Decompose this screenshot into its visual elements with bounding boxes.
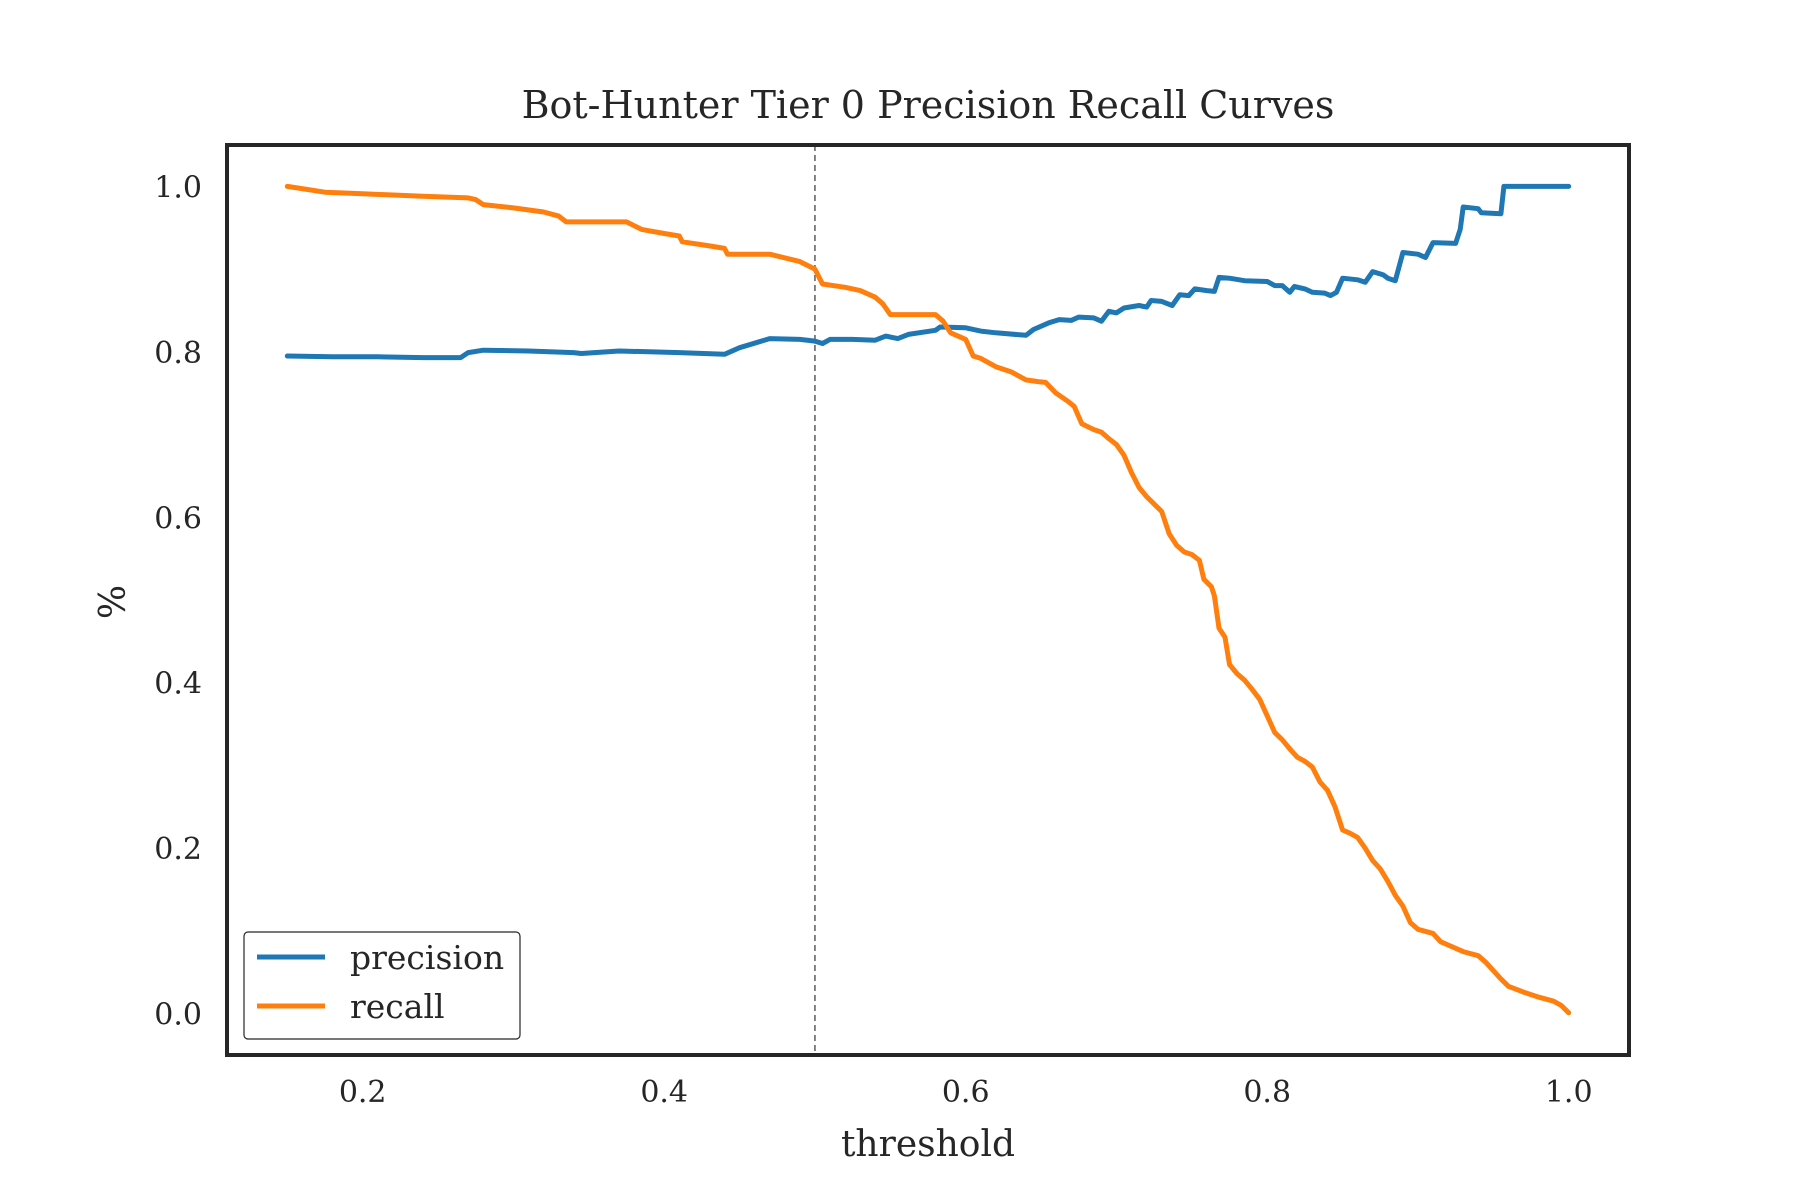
- x-axis-ticks: 0.2 0.4 0.6 0.8 1.0: [339, 1075, 1593, 1110]
- plot-area: [284, 145, 1572, 1055]
- x-tick-label: 0.6: [942, 1075, 990, 1110]
- legend: precision recall: [243, 931, 521, 1040]
- x-tick-label: 0.4: [640, 1075, 688, 1110]
- x-axis-label: threshold: [841, 1124, 1015, 1165]
- y-tick-label: 1.0: [154, 170, 202, 205]
- x-tick-label: 0.2: [339, 1075, 387, 1110]
- y-tick-label: 0.2: [154, 832, 202, 867]
- series-line-precision: [284, 183, 1572, 361]
- chart-title: Bot-Hunter Tier 0 Precision Recall Curve…: [522, 83, 1335, 127]
- x-tick-label: 1.0: [1545, 1075, 1593, 1110]
- y-axis-ticks: 0.0 0.2 0.4 0.6 0.8 1.0: [154, 170, 202, 1032]
- plot-frame: [225, 143, 1631, 1057]
- x-tick-label: 0.8: [1243, 1075, 1291, 1110]
- legend-label-recall: recall: [350, 987, 445, 1026]
- y-axis-label: %: [93, 585, 134, 619]
- y-tick-label: 0.0: [154, 998, 202, 1033]
- y-tick-label: 0.4: [154, 667, 202, 702]
- legend-label-precision: precision: [350, 938, 504, 977]
- series-line-recall: [284, 183, 1572, 1016]
- y-tick-label: 0.6: [154, 501, 202, 536]
- y-tick-label: 0.8: [154, 336, 202, 371]
